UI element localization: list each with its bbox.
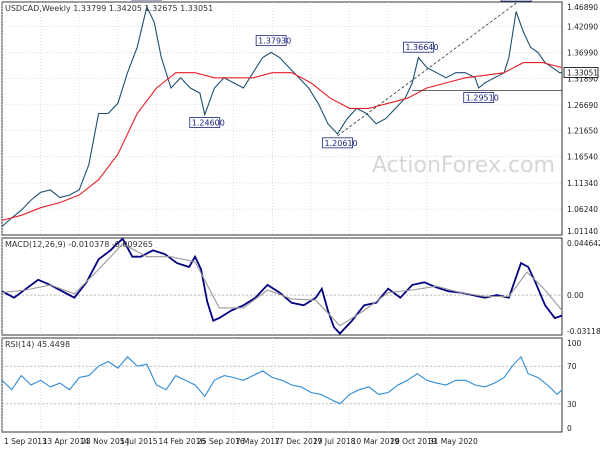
x-tick-label: 14 Feb 2016 (158, 437, 205, 446)
price-y-tick-label: 1.42090 (567, 22, 598, 31)
price-y-tick-label: 1.16540 (567, 153, 598, 162)
rsi-y-tick-label: 70 (567, 362, 577, 371)
rsi-y-tick-label: 0 (567, 424, 572, 433)
macd-panel-frame (1, 237, 563, 336)
annotation-box (402, 41, 434, 53)
rsi-panel-frame (1, 337, 563, 433)
price-y-tick-label: 1.21650 (567, 127, 598, 136)
x-tick-label: 10 Mar 2019 (352, 437, 400, 446)
x-tick-label: 25 Sep 2016 (197, 437, 245, 446)
macd-series-macd (1, 237, 563, 335)
price-series-close (1, 5, 562, 227)
price-y-tick-label: 1.01140 (567, 227, 598, 236)
macd-y-tick-label: 0.00 (567, 291, 584, 300)
current-price-box (563, 67, 599, 78)
watermark-text: ActionForex.com (372, 153, 555, 178)
annotation-label: 1.20610 (325, 139, 358, 148)
annotation-label: 1.24600 (192, 119, 225, 128)
x-tick-label: 23 Nov 2014 (81, 437, 129, 446)
price-y-tick-label: 1.31890 (567, 74, 598, 83)
macd-y-tick-label: -0.031183 (567, 327, 600, 336)
price-series-ma (1, 62, 563, 221)
annotation-label: 1.36640 (405, 43, 438, 52)
macd-title: MACD(12,26,9) -0.010378 -0.009265 (5, 240, 153, 249)
rsi-y-tick-label: 100 (567, 339, 582, 348)
trendline (337, 2, 517, 137)
annotation-box (255, 35, 287, 47)
rsi-y-tick-label: 30 (567, 400, 577, 409)
annotation-label: 1.29510 (466, 94, 499, 103)
price-y-tick-label: 1.36990 (567, 48, 598, 57)
price-y-tick-label: 1.26690 (567, 101, 598, 110)
annotation-label: 1.46670 (503, 0, 536, 1)
annotation-box (463, 92, 495, 103)
x-tick-label: 29 Jul 2018 (313, 437, 356, 446)
x-tick-label: 17 Dec 2017 (274, 437, 322, 446)
price-y-tick-label: 1.46890 (567, 3, 598, 12)
x-tick-label: 1 Sep 2013 (4, 437, 47, 446)
price-title: USDCAD,Weekly 1.33799 1.34205 1.32675 1.… (5, 4, 213, 13)
annotation-box (189, 117, 221, 128)
macd-y-tick-label: 0.044642 (567, 239, 600, 248)
annotation-label: 1.37930 (258, 37, 291, 46)
rsi-title: RSI(14) 45.4498 (5, 340, 70, 349)
rsi-series-rsi (1, 355, 563, 405)
x-tick-label: 31 May 2020 (429, 437, 478, 446)
annotation-box (500, 0, 532, 2)
x-tick-label: 5 Jul 2015 (120, 437, 158, 446)
x-tick-label: 20 Oct 2019 (390, 437, 437, 446)
annotation-box (322, 137, 353, 149)
x-tick-label: 13 Apr 2014 (43, 437, 90, 446)
price-y-tick-label: 1.11340 (567, 179, 598, 188)
macd-series-signal (1, 243, 563, 327)
x-tick-label: 7 May 2017 (236, 437, 280, 446)
price-y-tick-label: 1.06240 (567, 205, 598, 214)
current-price-label: 1.33051 (567, 68, 598, 77)
